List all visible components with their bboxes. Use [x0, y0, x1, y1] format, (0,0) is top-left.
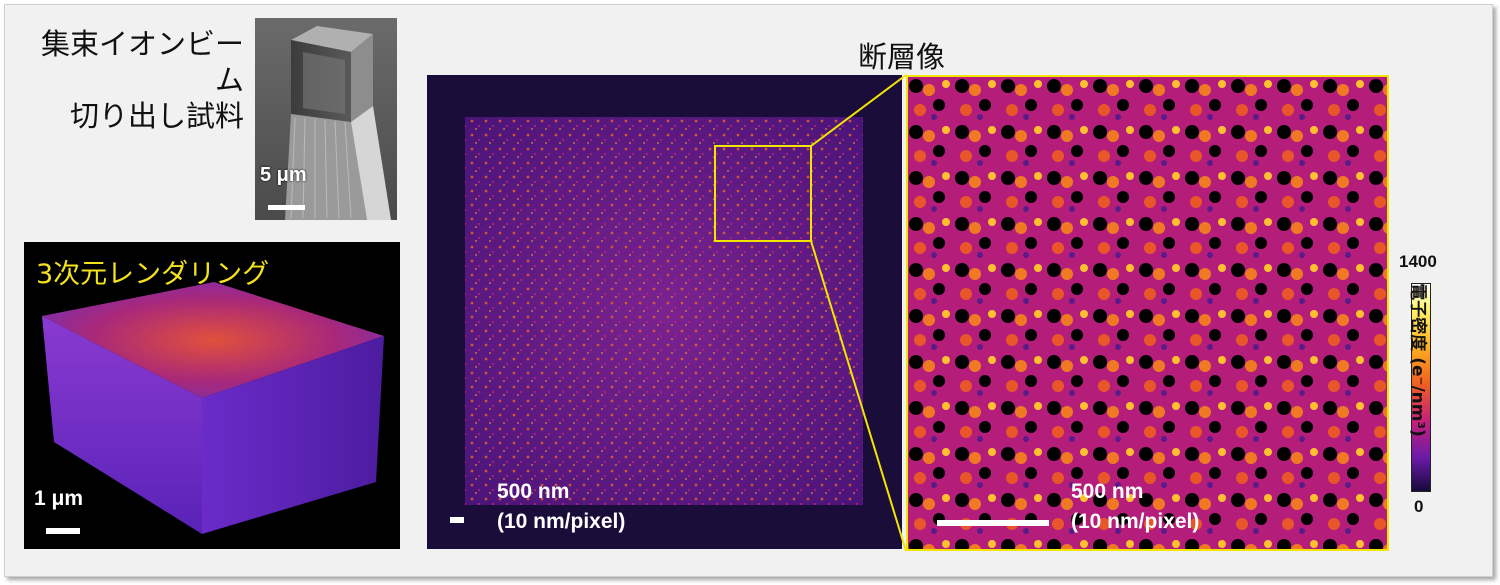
zoom-region-box — [714, 145, 812, 242]
render-scale-label: 1 μm — [34, 487, 84, 510]
fib-title-line1: 集束イオンビーム — [40, 27, 244, 97]
tomogram-pixel-size: (10 nm/pixel) — [497, 510, 626, 533]
tomogram-scale-bar — [450, 517, 464, 523]
rendered-block — [42, 282, 384, 534]
zoom-scale-bar — [937, 520, 1049, 526]
zoomed-slice — [908, 77, 1387, 549]
tomogram-image — [427, 75, 902, 549]
zoomed-tomogram-image — [906, 75, 1389, 551]
tomogram-title: 断層像 — [858, 40, 946, 74]
tomogram-scale-label: 500 nm (10 nm/pixel) — [497, 477, 625, 537]
render-scale-bar — [46, 528, 80, 534]
colorbar-max: 1400 — [1399, 252, 1437, 271]
sem-scale-label: 5 μm — [260, 164, 307, 186]
sem-pillar-illustration — [255, 18, 397, 220]
sem-image — [255, 18, 397, 220]
tomogram-slice — [427, 75, 902, 549]
fib-title-line2: 切り出し試料 — [69, 99, 244, 133]
colorbar-min: 0 — [1414, 497, 1424, 516]
3d-rendering-title: 3次元レンダリング — [36, 259, 270, 290]
3d-rendering-image — [24, 242, 400, 549]
zoom-scale-label: 500 nm (10 nm/pixel) — [1071, 477, 1199, 537]
sem-scale-bar — [268, 205, 305, 210]
colorbar-label: 電子密度 (e⁻/nm³) — [1407, 283, 1428, 437]
colorbar — [1411, 283, 1431, 492]
tomogram-scale-value: 500 nm — [497, 480, 570, 503]
zoom-pixel-size: (10 nm/pixel) — [1071, 510, 1200, 533]
fib-sample-title: 集束イオンビーム 切り出し試料 — [20, 26, 244, 134]
zoom-scale-value: 500 nm — [1071, 480, 1144, 503]
